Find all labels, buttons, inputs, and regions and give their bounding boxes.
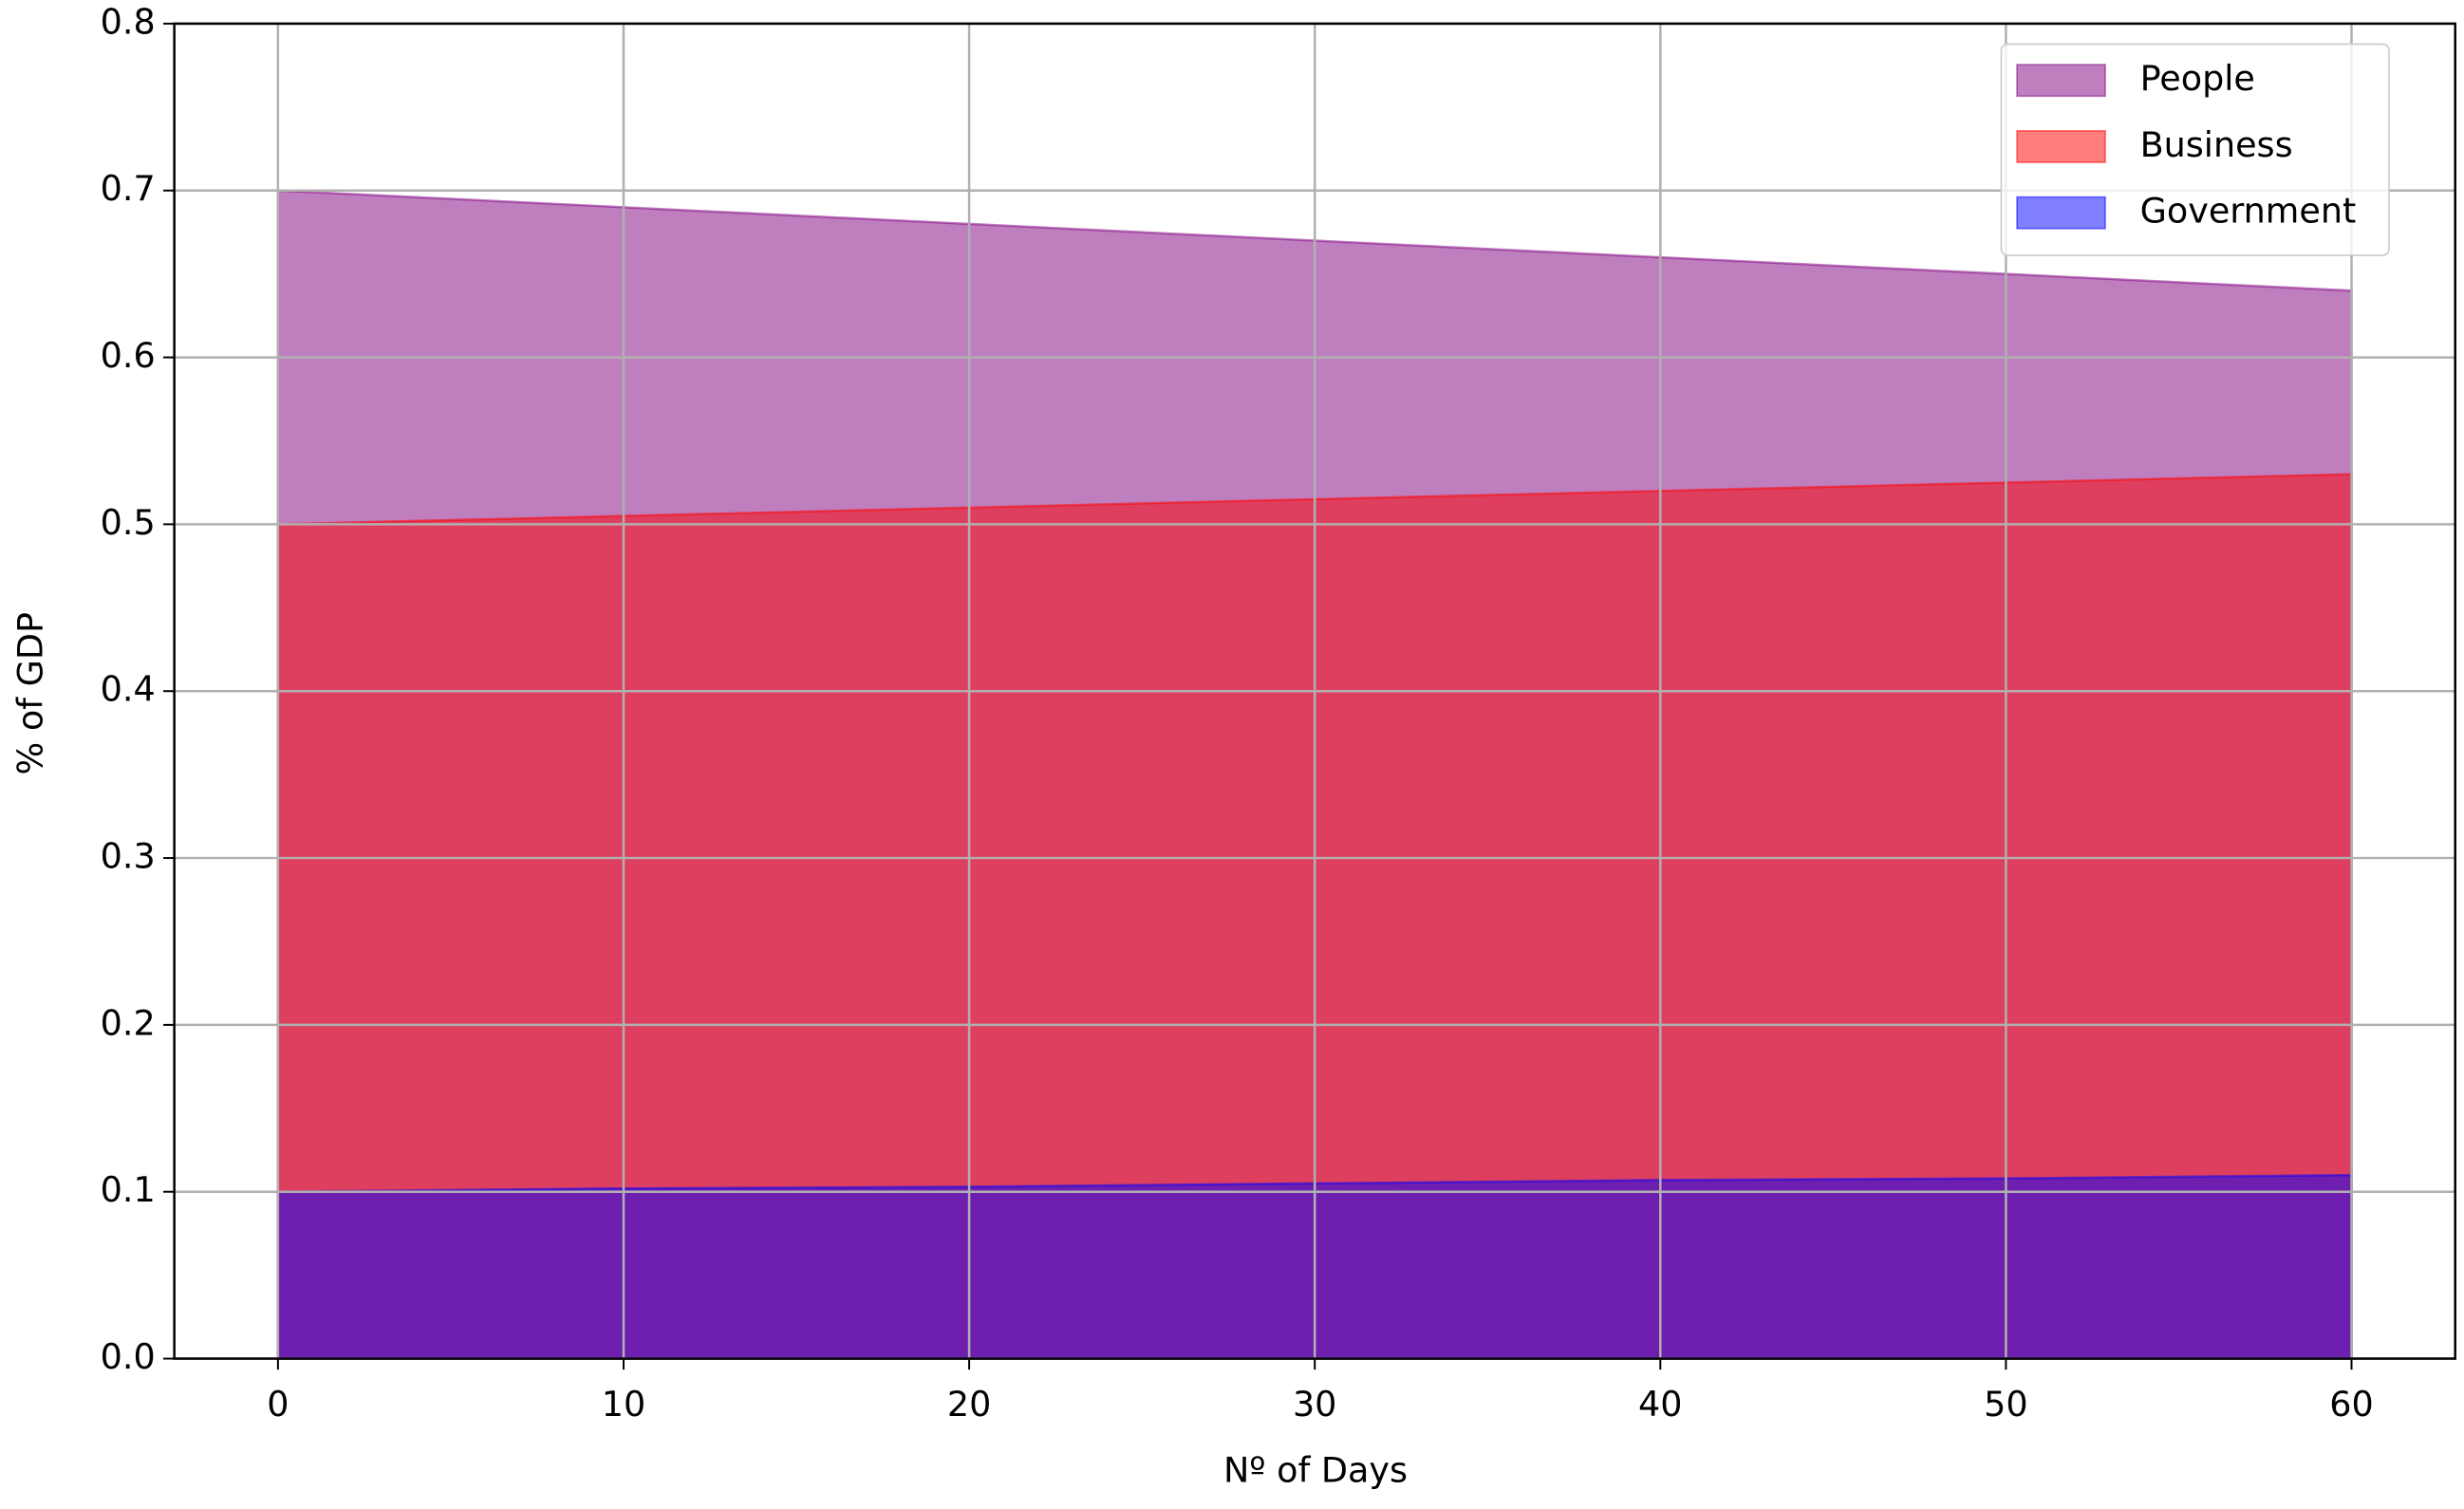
y-tick-label: 0.7 [101,168,156,209]
y-tick-label: 0.3 [101,836,156,877]
y-tick-label: 0.8 [101,1,156,42]
y-tick-label: 0.2 [101,1002,156,1043]
x-tick-label: 10 [602,1384,645,1425]
x-tick-label: 20 [947,1384,991,1425]
x-tick-label: 30 [1293,1384,1336,1425]
x-tick-label: 50 [1984,1384,2027,1425]
x-tick-label: 40 [1638,1384,1682,1425]
legend-swatch [2016,64,2106,98]
legend-label: People [2140,58,2255,99]
y-tick-label: 0.6 [101,335,156,376]
y-axis-label: % of GDP [10,612,51,775]
x-tick-label: 0 [267,1384,289,1425]
legend-swatch [2016,130,2106,163]
legend-label: Government [2140,191,2357,232]
legend-swatch [2016,196,2106,230]
y-tick-label: 0.4 [101,669,156,710]
y-tick-label: 0.0 [101,1336,156,1377]
x-axis-label: Nº of Days [1223,1450,1408,1491]
legend-label: Business [2140,124,2293,165]
y-tick-label: 0.5 [101,502,156,543]
plot-frame [173,22,2456,1360]
x-tick-label: 60 [2329,1384,2373,1425]
y-tick-label: 0.1 [101,1169,156,1210]
